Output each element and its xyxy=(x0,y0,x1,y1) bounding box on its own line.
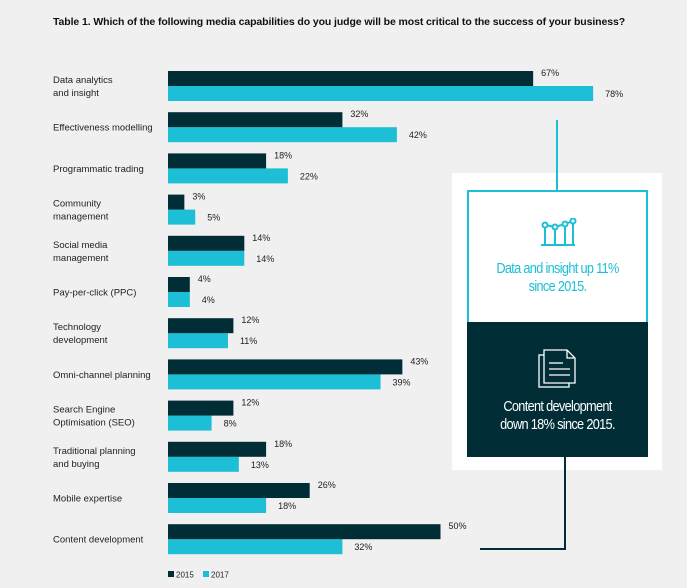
category-label: management xyxy=(53,212,109,223)
bar-2015 xyxy=(168,318,234,334)
value-label: 5% xyxy=(207,213,220,223)
bar-2017 xyxy=(168,250,245,266)
category-label: Optimisation (SEO) xyxy=(53,418,135,429)
value-label: 4% xyxy=(202,295,215,305)
value-label: 50% xyxy=(449,521,467,531)
category-label: Content development xyxy=(53,535,144,546)
category-label: Mobile expertise xyxy=(53,494,122,505)
category-label: and buying xyxy=(53,459,99,470)
chart-title: Table 1. Which of the following media ca… xyxy=(53,16,626,28)
bar-2017 xyxy=(168,209,196,225)
value-label: 4% xyxy=(198,274,211,284)
category-label: Pay-per-click (PPC) xyxy=(53,288,136,299)
category-label: Effectiveness modelling xyxy=(53,123,153,134)
bar-2017 xyxy=(168,127,397,143)
bar-2017 xyxy=(168,292,190,307)
bar-2017 xyxy=(168,539,343,555)
category-label: Technology xyxy=(53,322,101,333)
legend-swatch-2017 xyxy=(203,571,209,577)
value-label: 42% xyxy=(409,130,427,140)
category-label: Community xyxy=(53,199,101,210)
bar-2015 xyxy=(168,524,441,540)
value-label: 26% xyxy=(318,480,336,490)
callout-text: Content development xyxy=(503,398,612,415)
legend-swatch-2015 xyxy=(168,571,174,577)
value-label: 11% xyxy=(240,336,257,346)
category-label: Traditional planning xyxy=(53,446,136,457)
value-label: 14% xyxy=(252,233,270,243)
value-label: 32% xyxy=(354,542,372,552)
bar-2017 xyxy=(168,168,288,184)
value-label: 18% xyxy=(278,501,296,511)
bar-2017 xyxy=(168,86,594,101)
bar-2015 xyxy=(168,441,267,457)
value-label: 78% xyxy=(605,89,623,99)
bar-2015 xyxy=(168,359,403,375)
callout-text: Data and insight up 11% xyxy=(496,260,619,277)
callout-text: since 2015. xyxy=(528,278,587,295)
bar-2017 xyxy=(168,498,267,513)
value-label: 67% xyxy=(541,68,559,78)
connector-line-bottom xyxy=(480,457,566,550)
bar-2015 xyxy=(168,153,267,169)
bar-2015 xyxy=(168,277,190,292)
value-label: 18% xyxy=(274,150,292,160)
document-icon xyxy=(538,349,576,388)
value-label: 3% xyxy=(192,192,205,202)
category-label: management xyxy=(53,253,109,264)
bar-2015 xyxy=(168,194,185,210)
category-label: and insight xyxy=(53,88,99,99)
callout-content-development: Content development down 18% since 2015. xyxy=(467,322,648,457)
category-label: Search Engine xyxy=(53,405,115,416)
value-label: 32% xyxy=(350,109,368,119)
category-label: Programmatic trading xyxy=(53,164,144,175)
bar-2015 xyxy=(168,112,343,128)
bar-2017 xyxy=(168,456,239,472)
category-label: Social media xyxy=(53,240,108,251)
value-label: 43% xyxy=(410,356,428,366)
line-chart-icon xyxy=(541,218,577,246)
category-label: Omni-channel planning xyxy=(53,370,151,381)
value-label: 18% xyxy=(274,439,292,449)
bar-2015 xyxy=(168,483,310,498)
value-label: 13% xyxy=(251,460,269,470)
callout-text: down 18% since 2015. xyxy=(500,416,615,433)
value-label: 22% xyxy=(300,171,318,181)
bar-2017 xyxy=(168,415,212,431)
callout-data-insight: Data and insight up 11% since 2015. xyxy=(467,190,648,324)
bar-2015 xyxy=(168,235,245,251)
legend-label: 2017 xyxy=(211,571,229,580)
value-label: 14% xyxy=(256,254,274,264)
value-label: 39% xyxy=(393,377,411,387)
bar-2017 xyxy=(168,333,228,349)
bar-2015 xyxy=(168,400,234,416)
category-label: Data analytics xyxy=(53,75,113,86)
value-label: 8% xyxy=(224,419,237,429)
value-label: 12% xyxy=(241,398,259,408)
bar-2015 xyxy=(168,71,534,86)
legend-label: 2015 xyxy=(176,571,194,580)
value-label: 12% xyxy=(241,315,259,325)
bar-2017 xyxy=(168,374,381,390)
category-label: development xyxy=(53,335,108,346)
